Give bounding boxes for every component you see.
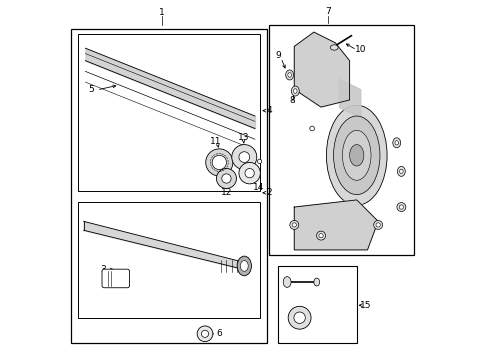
Text: 9: 9 bbox=[275, 51, 281, 60]
FancyBboxPatch shape bbox=[102, 269, 129, 288]
Text: 8: 8 bbox=[288, 96, 294, 105]
Ellipse shape bbox=[237, 256, 251, 276]
Ellipse shape bbox=[257, 159, 261, 164]
Ellipse shape bbox=[399, 169, 402, 174]
Ellipse shape bbox=[313, 278, 319, 286]
Text: 12: 12 bbox=[220, 187, 232, 197]
Ellipse shape bbox=[326, 105, 386, 205]
Ellipse shape bbox=[394, 141, 398, 145]
Text: 15: 15 bbox=[359, 301, 371, 310]
Ellipse shape bbox=[289, 220, 298, 230]
Ellipse shape bbox=[216, 169, 236, 188]
Ellipse shape bbox=[349, 145, 363, 166]
Polygon shape bbox=[294, 200, 378, 250]
Ellipse shape bbox=[375, 223, 379, 227]
Text: 6: 6 bbox=[216, 329, 222, 338]
Ellipse shape bbox=[231, 145, 256, 170]
Ellipse shape bbox=[240, 261, 248, 271]
Text: 2: 2 bbox=[266, 188, 272, 197]
Ellipse shape bbox=[205, 149, 232, 176]
Ellipse shape bbox=[239, 152, 249, 162]
Text: 3: 3 bbox=[100, 265, 106, 274]
Ellipse shape bbox=[285, 70, 293, 80]
Ellipse shape bbox=[309, 126, 314, 131]
Ellipse shape bbox=[342, 130, 370, 180]
Ellipse shape bbox=[293, 89, 297, 94]
Text: 5: 5 bbox=[88, 85, 93, 94]
Ellipse shape bbox=[212, 155, 226, 170]
Ellipse shape bbox=[283, 277, 290, 287]
Ellipse shape bbox=[398, 205, 403, 209]
Ellipse shape bbox=[318, 233, 322, 238]
Text: 13: 13 bbox=[237, 133, 248, 142]
Ellipse shape bbox=[396, 166, 405, 176]
Ellipse shape bbox=[197, 326, 212, 342]
Ellipse shape bbox=[201, 330, 208, 337]
Ellipse shape bbox=[221, 174, 230, 183]
Ellipse shape bbox=[287, 306, 310, 329]
Polygon shape bbox=[294, 32, 349, 107]
Text: 11: 11 bbox=[210, 136, 221, 146]
Ellipse shape bbox=[316, 231, 325, 240]
Text: 14: 14 bbox=[252, 183, 264, 192]
Ellipse shape bbox=[244, 169, 254, 178]
Ellipse shape bbox=[239, 162, 260, 184]
Ellipse shape bbox=[291, 223, 296, 227]
Bar bbox=[71, 29, 267, 343]
Bar bbox=[78, 34, 260, 191]
Text: 10: 10 bbox=[354, 45, 365, 55]
Bar bbox=[78, 202, 260, 318]
Ellipse shape bbox=[330, 45, 337, 50]
Ellipse shape bbox=[396, 203, 405, 211]
Text: 4: 4 bbox=[266, 106, 272, 115]
Ellipse shape bbox=[373, 220, 382, 230]
Text: 7: 7 bbox=[325, 7, 331, 16]
Text: 1: 1 bbox=[159, 8, 165, 17]
Bar bbox=[269, 25, 413, 255]
Ellipse shape bbox=[291, 86, 299, 96]
Ellipse shape bbox=[293, 312, 305, 323]
Ellipse shape bbox=[392, 138, 400, 148]
Ellipse shape bbox=[333, 116, 379, 195]
Bar bbox=[278, 266, 356, 343]
Ellipse shape bbox=[287, 73, 291, 77]
